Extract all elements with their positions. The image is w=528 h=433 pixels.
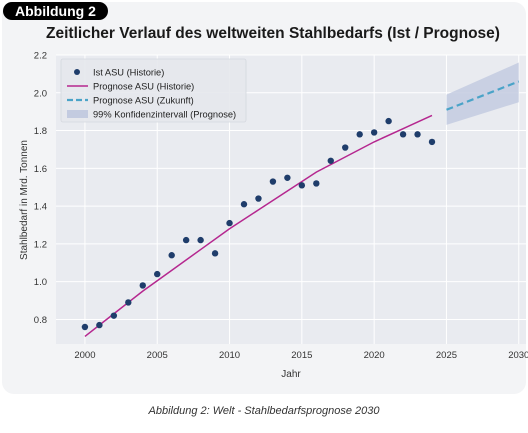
legend-box (60, 58, 247, 123)
y-tick-label: 1.6 (34, 164, 47, 175)
x-tick-label: 2015 (291, 350, 312, 361)
confidence-band (446, 62, 519, 125)
confidence-band-area (446, 62, 519, 125)
data-point (168, 252, 175, 259)
data-point (298, 182, 306, 189)
y-tick-label: 1.8 (34, 126, 47, 137)
data-point (370, 129, 378, 136)
figure-caption: Abbildung 2: Welt - Stahlbedarfsprognose… (148, 405, 380, 417)
y-tick-label: 0.8 (34, 315, 47, 326)
data-point (154, 270, 161, 278)
data-point (240, 201, 248, 208)
x-tick-label: 2020 (364, 350, 385, 361)
figure-badge: Abbildung 2 (3, 2, 108, 20)
y-tick-labels: 0.8 1.0 1.2 1.4 1.6 1.8 2.0 2.2 (34, 51, 47, 326)
x-tick-labels: 2000 2005 2010 2015 2020 2025 2030 (74, 350, 528, 361)
legend-label: Ist ASU (Historie) (93, 67, 164, 77)
forecast-lines (84, 80, 520, 338)
chart-title: Zeitlicher Verlauf des weltweiten Stahlb… (46, 25, 500, 42)
y-tick-label: 2.2 (34, 51, 47, 62)
data-point (414, 131, 421, 138)
data-point (428, 138, 436, 146)
x-axis-label: Jahr (281, 369, 301, 380)
data-point (125, 299, 132, 306)
forecast-history-line (84, 114, 433, 338)
data-point (255, 195, 262, 202)
x-tick-label: 2005 (147, 350, 168, 361)
x-tick-label: 2030 (508, 350, 528, 361)
steel-demand-chart: Zeitlicher Verlauf des weltweiten Stahlb… (19, 25, 528, 380)
data-point (313, 180, 320, 187)
legend: Ist ASU (Historie) Prognose ASU (Historie… (60, 58, 247, 123)
legend-marker-band (67, 110, 88, 118)
data-point (284, 174, 291, 181)
data-point (385, 117, 392, 125)
x-tick-label: 2025 (436, 350, 457, 361)
x-tick-label: 2010 (219, 350, 240, 361)
legend-label: 99% Konfidenzintervall (Prognose) (93, 109, 236, 119)
legend-label: Prognose ASU (Zukunft) (93, 95, 194, 105)
data-point (342, 144, 349, 151)
data-point (182, 236, 190, 244)
data-point (197, 236, 204, 244)
data-point (211, 250, 219, 257)
y-tick-label: 1.0 (34, 277, 47, 288)
gridlines (56, 54, 526, 344)
data-point (110, 312, 118, 319)
data-point (399, 131, 407, 138)
data-point (139, 282, 146, 289)
forecast-future-line (446, 80, 520, 111)
data-point (226, 219, 233, 227)
legend-label: Prognose ASU (Historie) (93, 81, 194, 91)
y-tick-label: 1.2 (34, 239, 47, 250)
y-tick-label: 2.0 (34, 88, 47, 99)
legend-marker-points (74, 69, 80, 75)
data-point (356, 131, 363, 138)
data-point (96, 321, 103, 329)
y-tick-label: 1.4 (34, 202, 47, 213)
x-tick-label: 2000 (74, 350, 95, 361)
y-axis-label: Stahlbedarf in Mrd. Tonnen (19, 140, 30, 260)
data-point (327, 157, 334, 164)
data-point (269, 178, 277, 185)
actual-points (81, 117, 436, 331)
data-point (81, 323, 89, 331)
